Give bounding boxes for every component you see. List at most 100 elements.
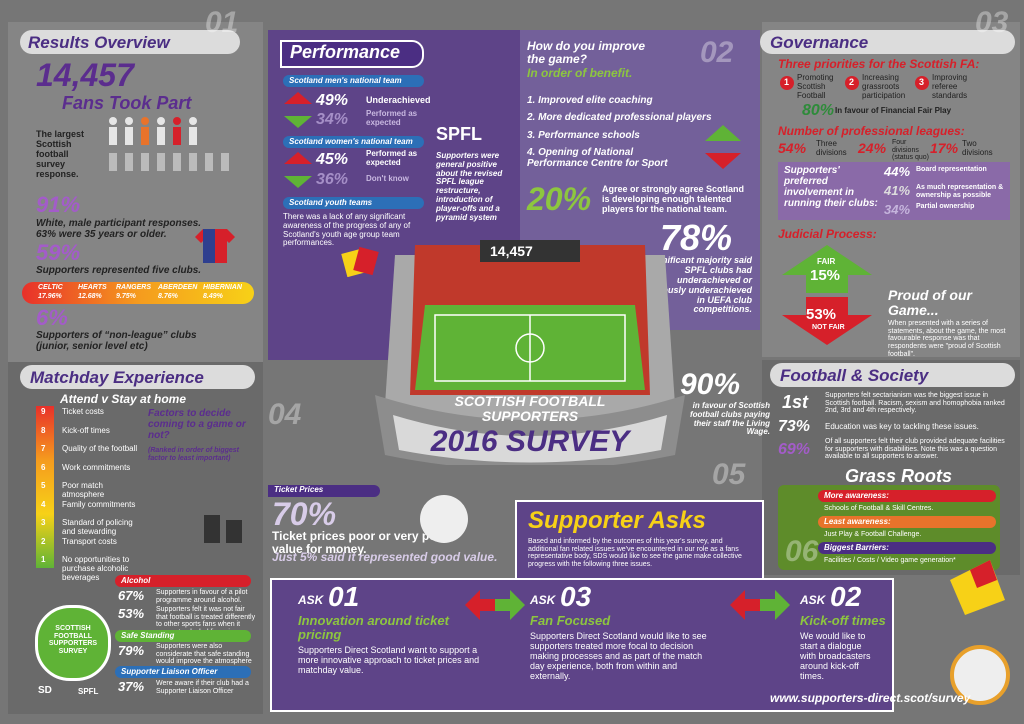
priority: Promoting Scottish Football	[797, 73, 834, 100]
asks-intro: Based and informed by the outcomes of th…	[528, 538, 742, 569]
spfl-logo: SPFL	[436, 124, 483, 144]
subheading: Three priorities for the Scottish FA:	[778, 57, 980, 71]
stat: 78%	[660, 217, 733, 258]
stat: 44%	[884, 164, 911, 179]
factor: Standard of policing and stewarding	[62, 518, 133, 536]
fair-arrows	[782, 245, 872, 345]
stat: 20%	[527, 181, 592, 217]
club-pct: 17.96%	[38, 293, 62, 300]
stat: 1st	[782, 392, 809, 412]
stat-text: Underachieved	[366, 95, 431, 105]
stat-text: 63% were 35 years or older.	[36, 229, 167, 240]
rank-number: 8	[41, 425, 46, 435]
ask-title: Innovation around ticket pricing	[298, 613, 449, 643]
stat: 53%	[806, 306, 837, 323]
list-item: 4. Opening of National Performance Centr…	[527, 147, 668, 169]
stat: 15%	[810, 267, 841, 284]
tab	[280, 40, 424, 68]
url: www.supporters-direct.scot/survey	[770, 691, 971, 705]
glasses-icon	[204, 515, 242, 543]
stat: 90%	[680, 368, 741, 401]
proud-text: When presented with a series of statemen…	[888, 320, 1006, 358]
ball-icon	[420, 495, 468, 543]
stat-text: Three divisions	[816, 139, 847, 157]
question-sub: In order of benefit.	[527, 66, 633, 80]
ask-text: Supporters Direct Scotland would like to…	[530, 631, 707, 681]
club-name: HIBERNIAN	[203, 284, 242, 291]
stat-text: (junior, senior level etc)	[36, 341, 148, 352]
section-number: 04	[268, 398, 302, 431]
subheading: Number of professional leagues:	[778, 124, 965, 138]
factor: No opportunities to purchase alcoholic b…	[62, 555, 130, 582]
section-number: 01	[205, 6, 239, 39]
stat-text: Partial ownership	[916, 203, 975, 210]
stat-text: Four divisions (status quo)	[892, 139, 929, 162]
list-item: 3. Performance schools	[527, 130, 640, 141]
stat: 79%	[118, 643, 145, 658]
factors-title: Factors to decide coming to a game or no…	[148, 408, 246, 441]
stat-text: White, male participant responses.	[36, 218, 202, 229]
stat: 59%	[36, 240, 81, 265]
club-name: CELTIC	[38, 284, 63, 291]
section-title: Ticket Prices	[274, 485, 324, 494]
scoreboard: 14,457	[490, 243, 533, 259]
stat: 80%	[802, 102, 835, 119]
rank-number: 4	[41, 499, 46, 509]
proud-title: Proud of our Game...	[888, 287, 972, 319]
stat-text: Supporters of “non-league” clubs	[36, 330, 197, 341]
stat: 53%	[118, 606, 145, 621]
subheading: Judicial Process:	[778, 227, 877, 241]
club-pct: 8.76%	[158, 293, 178, 300]
bullet-number: 2	[849, 77, 855, 87]
stat: 70%	[272, 496, 337, 532]
tab	[20, 30, 240, 54]
factor: Ticket costs	[62, 407, 104, 416]
club-pct: 9.75%	[116, 293, 136, 300]
grass-label: More awareness:	[818, 490, 996, 502]
stat-text: As much representation & ownership as po…	[916, 184, 1004, 199]
up-down-arrows	[705, 125, 741, 169]
priority: Improving referee standards	[932, 73, 968, 100]
youth-text: There was a lack of any significant awar…	[283, 212, 411, 248]
team-label: Scotland youth teams	[283, 197, 424, 209]
fans-label: Fans Took Part	[62, 93, 192, 113]
grass-text: Facilities / Costs / Video game generati…	[824, 557, 956, 564]
fans-count: 14,457	[36, 57, 134, 93]
asks-panel	[270, 578, 894, 712]
factor: Quality of the football	[62, 444, 138, 453]
team-label: Scotland women's national team	[283, 136, 424, 148]
factor: Poor match atmosphere	[62, 481, 105, 499]
section-number: 05	[712, 458, 746, 491]
stat: 36%	[316, 171, 349, 188]
cards-icon	[341, 246, 379, 277]
ask-label: ASK	[298, 593, 324, 607]
stat: 91%	[36, 192, 81, 217]
stat-text: Of all supporters felt their club provid…	[825, 438, 1005, 461]
ask-number: 02	[830, 581, 862, 612]
ask-number: 03	[560, 581, 592, 612]
not-fair-label: NOT FAIR	[812, 324, 845, 331]
rank-number: 6	[41, 462, 46, 472]
factor: Family commitments	[62, 499, 136, 509]
bullet	[845, 76, 859, 90]
grass-text: Just Play & Football Challenge.	[824, 531, 922, 538]
stat-text: Just 5% said it represented good value.	[272, 550, 498, 564]
logo-badge	[35, 605, 111, 681]
stat-text: in favour of Scottish football clubs pay…	[689, 401, 770, 437]
stat: 73%	[778, 418, 811, 435]
club-name: RANGERS	[116, 284, 152, 291]
banner: SCOTTISH FOOTBALL SUPPORTERS	[454, 393, 606, 425]
section-number: 02	[700, 36, 734, 69]
asks-header	[515, 500, 764, 584]
rank-number: 9	[41, 407, 46, 416]
section-title: Governance	[770, 33, 869, 52]
ask-label: ASK	[530, 593, 556, 607]
question: How do you improve the game?	[527, 39, 646, 67]
bullet	[915, 76, 929, 90]
stat: 69%	[778, 441, 811, 458]
stat-text: Don't know	[366, 174, 409, 183]
rank-number: 2	[41, 536, 46, 546]
stat-text: In favour of Financial Fair Play	[835, 106, 952, 115]
stat: 6%	[36, 305, 68, 330]
